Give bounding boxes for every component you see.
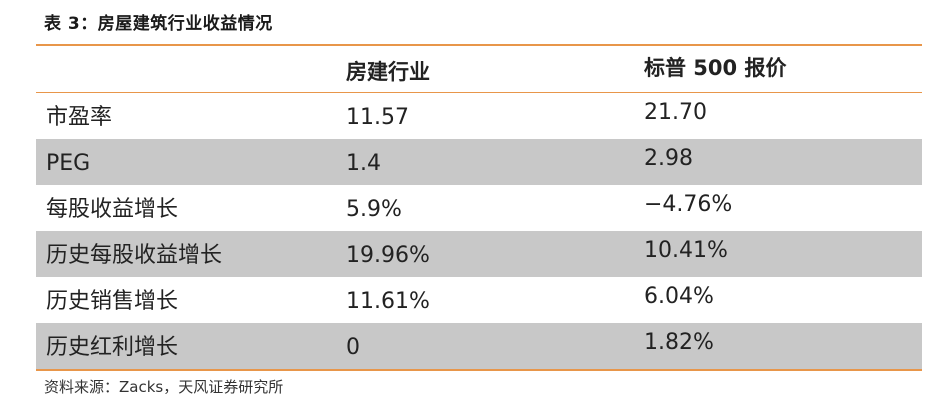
table-header-row: 房建行业 标普 500 报价 (36, 46, 922, 93)
row-label: 市盈率 (46, 105, 113, 130)
row-sp500-value: 6.04% (644, 284, 714, 309)
row-sp500-value: 10.41% (644, 238, 728, 263)
row-sp500-value: 21.70 (644, 100, 707, 125)
row-label: PEG (46, 151, 91, 176)
row-sp500-value: 2.98 (644, 146, 693, 171)
row-sp500-value: −4.76% (644, 192, 733, 217)
source-footnote: 资料来源：Zacks，天风证券研究所 (44, 378, 284, 396)
earnings-table: 房建行业 标普 500 报价 市盈率 11.57 21.70 PEG 1.4 2… (36, 44, 922, 371)
row-industry-value: 11.61% (346, 289, 430, 314)
table-row: 市盈率 11.57 21.70 (36, 93, 922, 139)
table-row: 历史红利增长 0 1.82% (36, 323, 922, 369)
row-label: 每股收益增长 (46, 197, 179, 222)
row-label: 历史销售增长 (46, 289, 179, 314)
table-row: 每股收益增长 5.9% −4.76% (36, 185, 922, 231)
row-industry-value: 5.9% (346, 197, 402, 222)
row-industry-value: 0 (346, 335, 360, 360)
table-caption: 表 3：房屋建筑行业收益情况 (44, 14, 273, 34)
header-cell-sp500: 标普 500 报价 (644, 56, 787, 80)
row-sp500-value: 1.82% (644, 330, 714, 355)
row-industry-value: 19.96% (346, 243, 430, 268)
row-industry-value: 1.4 (346, 151, 381, 176)
header-cell-industry: 房建行业 (346, 60, 430, 84)
row-label: 历史红利增长 (46, 335, 179, 360)
table-row: PEG 1.4 2.98 (36, 139, 922, 185)
row-industry-value: 11.57 (346, 105, 409, 130)
table-row: 历史销售增长 11.61% 6.04% (36, 277, 922, 323)
table-row: 历史每股收益增长 19.96% 10.41% (36, 231, 922, 277)
row-label: 历史每股收益增长 (46, 243, 223, 268)
